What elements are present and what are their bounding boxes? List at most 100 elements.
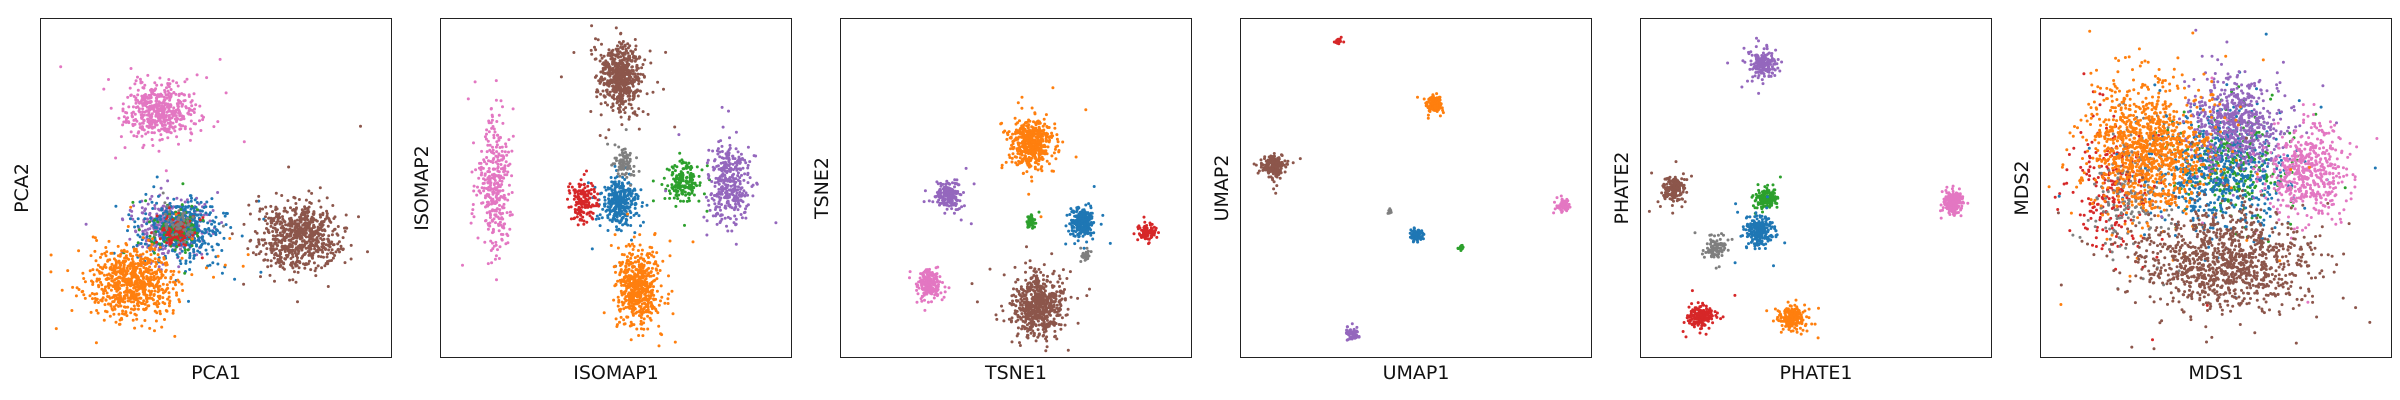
scatter-point bbox=[621, 78, 625, 82]
scatter-point bbox=[283, 257, 287, 261]
scatter-point bbox=[137, 109, 141, 113]
scatter-point bbox=[582, 173, 586, 176]
scatter-point bbox=[156, 253, 160, 257]
scatter-point bbox=[614, 67, 618, 71]
scatter-point bbox=[493, 173, 497, 177]
scatter-point bbox=[628, 71, 632, 75]
scatter-point bbox=[507, 192, 511, 196]
scatter-point bbox=[627, 56, 631, 60]
scatter-point bbox=[103, 303, 107, 307]
scatter-point bbox=[111, 274, 114, 278]
scatter-point bbox=[308, 227, 312, 231]
scatter-point bbox=[486, 227, 490, 231]
scatter-point bbox=[607, 187, 611, 191]
scatter-point bbox=[595, 88, 599, 92]
scatter-point bbox=[684, 193, 688, 197]
scatter-point bbox=[269, 259, 273, 263]
scatter-point bbox=[102, 87, 106, 91]
scatter-point bbox=[619, 229, 623, 233]
scatter-point bbox=[730, 179, 734, 183]
scatter-point bbox=[140, 223, 144, 227]
scatter-point bbox=[630, 59, 634, 63]
scatter-point bbox=[169, 131, 173, 135]
scatter-point bbox=[328, 245, 332, 249]
scatter-point bbox=[268, 273, 272, 277]
scatter-point bbox=[169, 238, 173, 241]
scatter-point bbox=[511, 107, 515, 111]
scatter-point bbox=[134, 229, 137, 233]
scatter-point bbox=[242, 222, 246, 226]
scatter-point bbox=[739, 157, 742, 161]
scatter-point bbox=[619, 185, 623, 189]
scatter-point bbox=[318, 186, 322, 190]
scatter-point bbox=[615, 88, 619, 92]
scatter-point bbox=[163, 318, 166, 321]
scatter-point bbox=[586, 198, 590, 202]
scatter-point bbox=[600, 216, 604, 220]
scatter-point bbox=[156, 299, 160, 303]
scatter-point bbox=[122, 120, 126, 124]
scatter-point bbox=[102, 318, 106, 322]
scatter-point bbox=[153, 207, 157, 210]
scatter-point bbox=[264, 215, 267, 219]
scatter-point bbox=[171, 79, 175, 83]
scatter-point bbox=[162, 127, 166, 130]
scatter-point bbox=[198, 245, 202, 249]
scatter-point bbox=[255, 199, 258, 203]
scatter-point bbox=[284, 227, 288, 231]
scatter-point bbox=[737, 155, 741, 159]
scatter-point bbox=[205, 252, 209, 256]
scatter-point bbox=[149, 275, 153, 279]
scatter-point bbox=[84, 222, 88, 226]
scatter-point bbox=[154, 102, 158, 106]
scatter-point bbox=[623, 190, 627, 194]
scatter-point bbox=[135, 288, 139, 292]
scatter-point bbox=[637, 107, 641, 111]
scatter-point bbox=[218, 231, 222, 235]
scatter-point bbox=[153, 289, 157, 293]
scatter-point bbox=[168, 116, 172, 120]
scatter-point bbox=[102, 292, 106, 295]
scatter-point bbox=[121, 102, 125, 106]
scatter-point bbox=[616, 168, 620, 172]
scatter-point bbox=[275, 254, 279, 258]
scatter-point bbox=[482, 158, 486, 162]
scatter-point bbox=[195, 220, 199, 224]
scatter-point bbox=[331, 243, 335, 247]
scatter-point bbox=[295, 236, 299, 240]
scatter-point bbox=[131, 260, 135, 264]
scatter-point bbox=[599, 77, 603, 81]
scatter-point bbox=[616, 172, 620, 176]
scatter-point bbox=[150, 200, 154, 204]
scatter-point bbox=[269, 219, 273, 223]
scatter-point bbox=[166, 82, 170, 85]
scatter-point bbox=[576, 192, 580, 196]
scatter-point bbox=[264, 252, 268, 256]
scatter-point bbox=[174, 210, 178, 214]
scatter-point bbox=[159, 186, 163, 190]
scatter-point bbox=[288, 278, 292, 282]
scatter-point bbox=[94, 259, 98, 263]
scatter-point bbox=[470, 212, 474, 216]
scatter-point bbox=[163, 88, 167, 92]
scatter-point bbox=[110, 262, 114, 266]
scatter-point bbox=[581, 215, 585, 219]
scatter-point bbox=[649, 61, 653, 65]
scatter-point bbox=[503, 197, 507, 201]
scatter-point bbox=[486, 170, 490, 174]
scatter-point bbox=[461, 263, 464, 267]
scatter-point bbox=[140, 115, 143, 119]
scatter-point bbox=[480, 149, 484, 153]
scatter-point bbox=[189, 212, 193, 216]
scatter-point bbox=[275, 247, 279, 251]
scatter-point bbox=[630, 65, 634, 69]
scatter-point bbox=[732, 177, 736, 181]
scatter-point bbox=[728, 136, 731, 140]
scatter-point bbox=[259, 250, 263, 254]
scatter-point bbox=[636, 197, 640, 201]
scatter-point bbox=[633, 195, 637, 199]
scatter-point bbox=[208, 229, 212, 233]
scatter-point bbox=[607, 193, 611, 197]
scatter-point bbox=[169, 88, 173, 91]
scatter-point bbox=[635, 113, 639, 117]
